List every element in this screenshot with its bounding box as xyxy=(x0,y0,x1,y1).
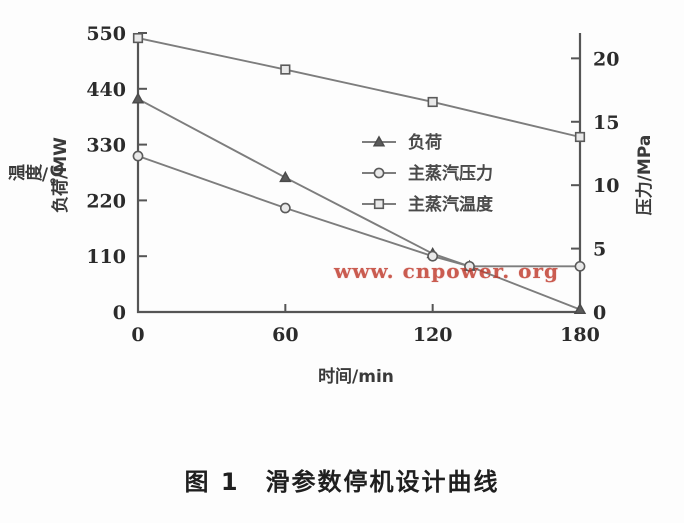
data-point-marker xyxy=(464,260,475,272)
y-axis-left-ticks: 0 110 220 330 440 550 xyxy=(86,23,147,324)
y-axis-left-tick-label: 220 xyxy=(86,190,126,212)
data-point-marker xyxy=(279,170,292,183)
legend-marker-square-icon xyxy=(373,198,385,210)
series-circle xyxy=(132,150,586,272)
axes-frame xyxy=(136,33,582,314)
data-point-marker xyxy=(427,96,438,108)
y-axis-right-tick-label: 0 xyxy=(593,302,606,324)
y-axis-left-tick-label: 440 xyxy=(86,79,126,101)
y-axis-right-title: 压力/MPa xyxy=(634,135,655,216)
legend-item-2[interactable]: 主蒸汽压力 xyxy=(362,163,493,184)
y-axis-left-secondary-title: 负荷/MW xyxy=(50,137,71,213)
x-axis-title: 时间/min xyxy=(318,366,394,387)
legend-label: 主蒸汽压力 xyxy=(408,163,493,184)
y-axis-right-tick-label: 15 xyxy=(593,112,619,134)
x-axis-tick-label: 180 xyxy=(560,324,600,346)
y-axis-left-primary-title: 温度/℃ xyxy=(8,165,68,186)
chart-svg: 0 110 220 330 440 550 0 5 10 15 20 0 60 120 180 负荷主蒸… xyxy=(8,23,655,387)
legend-marker-circle-icon xyxy=(373,167,385,179)
series-path xyxy=(137,37,581,138)
y-axis-left-tick-label: 550 xyxy=(86,23,126,45)
data-point-marker xyxy=(573,302,587,314)
y-axis-left-tick-label: 110 xyxy=(86,246,126,268)
figure-caption: 图 1 滑参数停机设计曲线 xyxy=(184,468,500,496)
y-axis-right-ticks: 0 5 10 15 20 xyxy=(571,48,619,324)
legend-label: 主蒸汽温度 xyxy=(408,194,494,215)
x-axis-tick-label: 0 xyxy=(131,324,144,346)
data-point-marker xyxy=(132,32,144,44)
series-path xyxy=(137,155,580,268)
data-point-marker xyxy=(132,150,144,162)
legend-item-3[interactable]: 主蒸汽温度 xyxy=(362,194,494,215)
y-axis-right-tick-label: 5 xyxy=(593,239,606,261)
data-point-marker xyxy=(574,260,586,272)
series-layer xyxy=(131,32,587,314)
watermark-text: www. cnpower. org xyxy=(334,259,560,283)
y-axis-left-tick-label: 330 xyxy=(86,135,126,157)
x-axis-tick-label: 120 xyxy=(413,324,453,346)
data-point-marker xyxy=(279,202,291,214)
legend-item-1[interactable]: 负荷 xyxy=(362,132,442,153)
data-point-marker xyxy=(280,64,291,75)
plot-frame xyxy=(136,33,582,314)
data-point-marker xyxy=(131,92,145,104)
chart-plot-area: 0 110 220 330 440 550 0 5 10 15 20 0 60 120 180 负荷主蒸… xyxy=(8,23,655,387)
data-point-marker xyxy=(427,250,439,262)
legend-label: 负荷 xyxy=(408,132,442,153)
y-axis-left-tick-label: 0 xyxy=(113,302,126,324)
legend-marker-triangle-icon xyxy=(372,135,386,147)
x-axis-tick-label: 60 xyxy=(272,324,298,346)
data-point-marker xyxy=(574,131,586,143)
y-axis-right-tick-label: 20 xyxy=(593,48,619,70)
series-square xyxy=(132,32,586,143)
x-axis-ticks: 0 60 120 180 xyxy=(131,304,600,346)
y-axis-right-tick-label: 10 xyxy=(593,175,619,197)
